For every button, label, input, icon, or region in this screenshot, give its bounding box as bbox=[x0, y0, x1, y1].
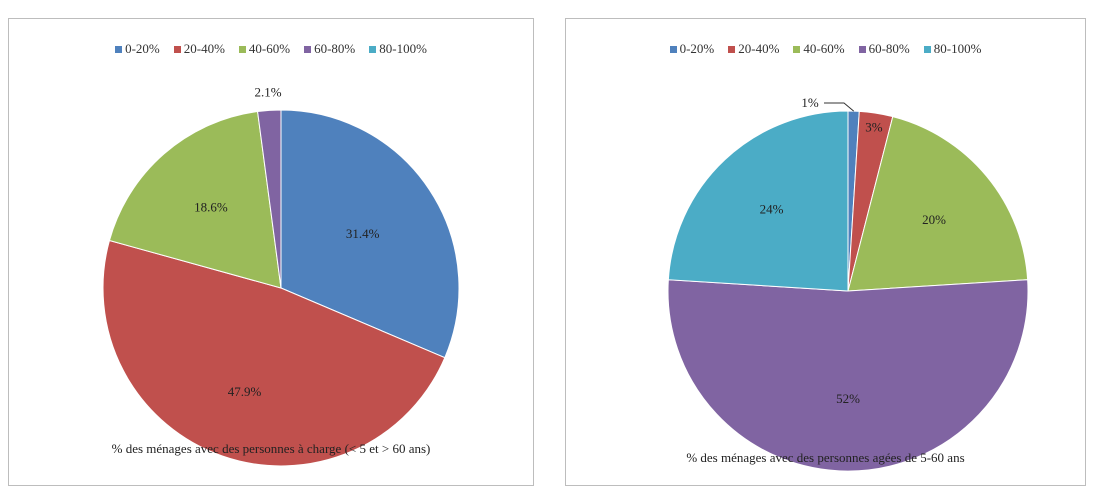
legend-item: 0-20% bbox=[115, 41, 160, 57]
legend-item: 80-100% bbox=[369, 41, 427, 57]
legend-label: 40-60% bbox=[803, 41, 845, 56]
pie-slice-40-60 bbox=[847, 116, 1029, 292]
legend-swatch bbox=[115, 45, 123, 53]
data-label: 52% bbox=[836, 391, 860, 406]
data-label: 3% bbox=[865, 119, 883, 134]
legend-item: 0-20% bbox=[669, 41, 715, 57]
legend-item: 40-60% bbox=[793, 41, 845, 57]
pie-chart: 31.4% 47.9% 18.6% 2.1% bbox=[102, 85, 460, 467]
leader-line bbox=[824, 102, 855, 112]
legend-swatch bbox=[669, 45, 677, 53]
legend-item: 60-80% bbox=[858, 41, 910, 57]
legend-label: 40-60% bbox=[248, 41, 291, 56]
pie-slice-40-60 bbox=[108, 110, 282, 289]
chart-panel-2: 0-20% 20-40% 40-60% 60-80% 80-100% 1% 3% 2… bbox=[565, 18, 1086, 486]
legend: 0-20% 20-40% 40-60% 60-80% 80-100% bbox=[566, 41, 1085, 57]
pie-slice-60-80 bbox=[257, 109, 282, 289]
pie-slice-0-20 bbox=[280, 109, 460, 359]
data-label: 2.1% bbox=[255, 85, 282, 100]
data-label: 18.6% bbox=[194, 199, 228, 214]
legend-label: 20-40% bbox=[183, 41, 225, 56]
legend-label: 0-20% bbox=[679, 41, 715, 56]
data-label: 47.9% bbox=[228, 384, 262, 399]
legend-label: 20-40% bbox=[738, 41, 780, 56]
legend-label: 80-100% bbox=[933, 41, 982, 56]
legend-swatch bbox=[923, 45, 931, 53]
legend-label: 0-20% bbox=[125, 41, 160, 56]
legend-item: 20-40% bbox=[728, 41, 779, 57]
legend-swatch bbox=[793, 45, 801, 53]
legend-swatch bbox=[728, 45, 736, 53]
data-label: 20% bbox=[922, 212, 946, 227]
chart-title: % des ménages avec des personnes à charg… bbox=[111, 441, 431, 456]
legend-label: 60-80% bbox=[314, 41, 356, 56]
data-label: 1% bbox=[801, 95, 819, 110]
pie-slice-80-100 bbox=[667, 110, 849, 292]
legend-swatch bbox=[173, 45, 181, 53]
pie-slice-60-80 bbox=[667, 279, 1029, 472]
legend-item: 20-40% bbox=[173, 41, 225, 57]
chart-title: % des ménages avec des personnes agées d… bbox=[686, 450, 965, 465]
legend-swatch bbox=[304, 45, 312, 53]
legend-label: 60-80% bbox=[868, 41, 910, 56]
legend-item: 40-60% bbox=[238, 41, 291, 57]
data-label: 24% bbox=[760, 202, 784, 217]
legend-item: 80-100% bbox=[923, 41, 982, 57]
legend-item: 60-80% bbox=[304, 41, 355, 57]
legend-swatch bbox=[238, 45, 246, 53]
data-label: 31.4% bbox=[346, 226, 380, 241]
chart-panel-1: 0-20% 20-40% 40-60% 60-80% 80-100% 31.4%… bbox=[8, 18, 534, 486]
legend-label: 80-100% bbox=[379, 41, 427, 56]
pie-slice-20-40 bbox=[102, 239, 446, 467]
pie-chart: 1% 3% 20% 52% 24% bbox=[667, 95, 1029, 472]
legend-swatch bbox=[369, 45, 377, 53]
legend: 0-20% 20-40% 40-60% 60-80% 80-100% bbox=[9, 41, 533, 57]
legend-swatch bbox=[858, 45, 866, 53]
